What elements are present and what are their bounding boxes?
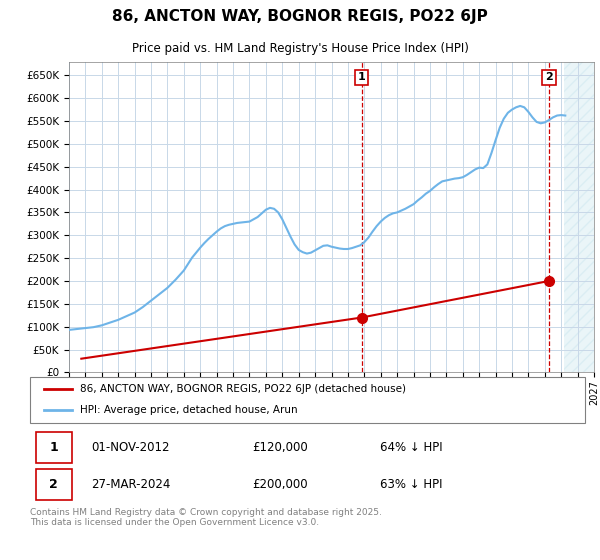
Text: 1: 1 [358, 72, 365, 82]
Text: 86, ANCTON WAY, BOGNOR REGIS, PO22 6JP: 86, ANCTON WAY, BOGNOR REGIS, PO22 6JP [112, 10, 488, 24]
Text: 2: 2 [545, 72, 553, 82]
Text: 86, ANCTON WAY, BOGNOR REGIS, PO22 6JP (detached house): 86, ANCTON WAY, BOGNOR REGIS, PO22 6JP (… [80, 384, 406, 394]
FancyBboxPatch shape [35, 469, 71, 500]
Text: 2: 2 [49, 478, 58, 491]
Text: 01-NOV-2012: 01-NOV-2012 [91, 441, 170, 454]
Text: £200,000: £200,000 [252, 478, 308, 491]
Text: 64% ↓ HPI: 64% ↓ HPI [380, 441, 442, 454]
Bar [564, 62, 594, 372]
Text: Contains HM Land Registry data © Crown copyright and database right 2025.
This d: Contains HM Land Registry data © Crown c… [30, 508, 382, 528]
FancyBboxPatch shape [30, 377, 585, 423]
Text: 27-MAR-2024: 27-MAR-2024 [91, 478, 170, 491]
Text: HPI: Average price, detached house, Arun: HPI: Average price, detached house, Arun [80, 405, 298, 416]
Text: 63% ↓ HPI: 63% ↓ HPI [380, 478, 442, 491]
Text: 1: 1 [49, 441, 58, 454]
Text: £120,000: £120,000 [252, 441, 308, 454]
FancyBboxPatch shape [35, 432, 71, 463]
Text: Price paid vs. HM Land Registry's House Price Index (HPI): Price paid vs. HM Land Registry's House … [131, 42, 469, 55]
